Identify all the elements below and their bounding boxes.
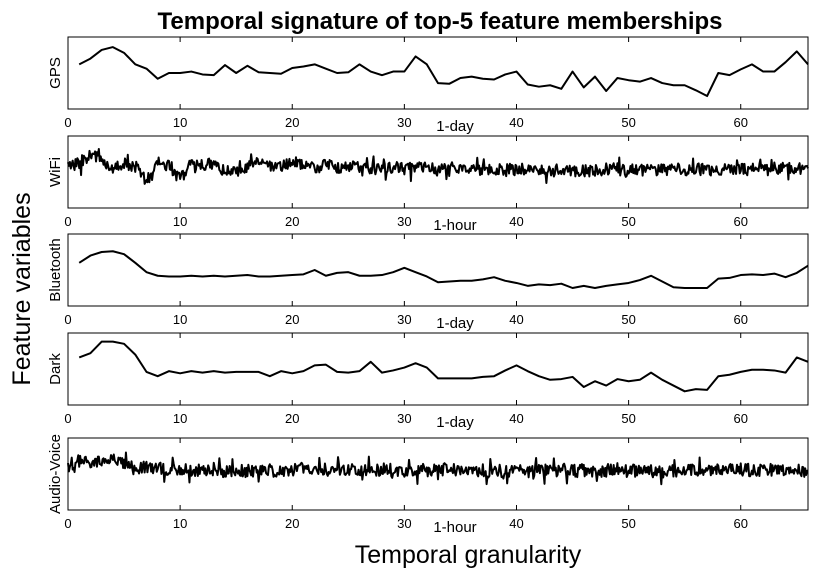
granularity-label: 1-hour: [433, 519, 476, 536]
x-tick-label: 30: [397, 312, 411, 327]
x-tick-label: 10: [173, 516, 187, 531]
x-tick-label: 50: [621, 411, 635, 426]
x-tick-label: 60: [733, 214, 747, 229]
granularity-label: 1-hour: [433, 217, 476, 234]
series-line: [78, 46, 809, 98]
x-tick-label: 40: [509, 214, 523, 229]
x-tick-label: 50: [621, 214, 635, 229]
granularity-label: 1-day: [436, 315, 474, 332]
x-tick-label: 30: [397, 516, 411, 531]
x-tick-label: 40: [509, 516, 523, 531]
x-tick-label: 30: [397, 411, 411, 426]
x-tick-label: 10: [173, 411, 187, 426]
granularity-label: 1-day: [436, 414, 474, 431]
series-line: [67, 451, 809, 486]
feature-label: GPS: [47, 57, 64, 89]
x-tick-label: 0: [64, 411, 71, 426]
feature-label: Audio-Voice: [47, 434, 64, 514]
series-line: [78, 340, 809, 393]
plot-frame: [67, 332, 809, 406]
x-tick-label: 60: [733, 411, 747, 426]
x-tick-label: 0: [64, 312, 71, 327]
plot-frame: [67, 135, 809, 209]
x-tick-label: 0: [64, 516, 71, 531]
y-axis-label: Feature variables: [8, 192, 36, 385]
x-tick-label: 20: [285, 312, 299, 327]
feature-label: WiFi: [47, 157, 64, 187]
x-tick-label: 20: [285, 214, 299, 229]
plot-frame: [67, 36, 809, 110]
x-tick-label: 60: [733, 115, 747, 130]
x-tick-label: 60: [733, 516, 747, 531]
x-tick-label: 40: [509, 115, 523, 130]
panel-0: 0 10 20 30 40 50 60 1-day GPS: [47, 36, 809, 135]
x-tick-label: 20: [285, 115, 299, 130]
panel-1: 0 10 20 30 40 50 60 1-hour WiFi: [47, 135, 809, 234]
panels: 0 10 20 30 40 50 60 1-day GPS 0 10 20 30 40 50 60 1-hour…: [47, 36, 809, 536]
x-tick-label: 40: [509, 312, 523, 327]
x-tick-label: 30: [397, 214, 411, 229]
x-tick-label: 30: [397, 115, 411, 130]
x-tick-label: 10: [173, 312, 187, 327]
x-tick-label: 20: [285, 411, 299, 426]
chart-title: Temporal signature of top-5 feature memb…: [158, 8, 723, 35]
feature-label: Bluetooth: [47, 238, 64, 301]
plot-frame: [67, 233, 809, 307]
feature-label: Dark: [47, 353, 64, 385]
x-tick-label: 60: [733, 312, 747, 327]
panel-3: 0 10 20 30 40 50 60 1-day Dark: [47, 332, 809, 431]
granularity-label: 1-day: [436, 118, 474, 135]
x-axis-label: Temporal granularity: [355, 541, 582, 569]
panel-2: 0 10 20 30 40 50 60 1-day Bluetooth: [47, 233, 809, 332]
series-line: [67, 147, 809, 185]
x-tick-label: 40: [509, 411, 523, 426]
x-tick-label: 0: [64, 214, 71, 229]
x-tick-label: 0: [64, 115, 71, 130]
x-tick-label: 50: [621, 516, 635, 531]
x-tick-label: 10: [173, 214, 187, 229]
x-tick-label: 50: [621, 312, 635, 327]
series-line: [78, 250, 809, 289]
x-tick-label: 10: [173, 115, 187, 130]
panel-4: 0 10 20 30 40 50 60 1-hour Audio-Voice: [47, 434, 809, 536]
x-tick-label: 50: [621, 115, 635, 130]
x-tick-label: 20: [285, 516, 299, 531]
plot-frame: [67, 437, 809, 511]
